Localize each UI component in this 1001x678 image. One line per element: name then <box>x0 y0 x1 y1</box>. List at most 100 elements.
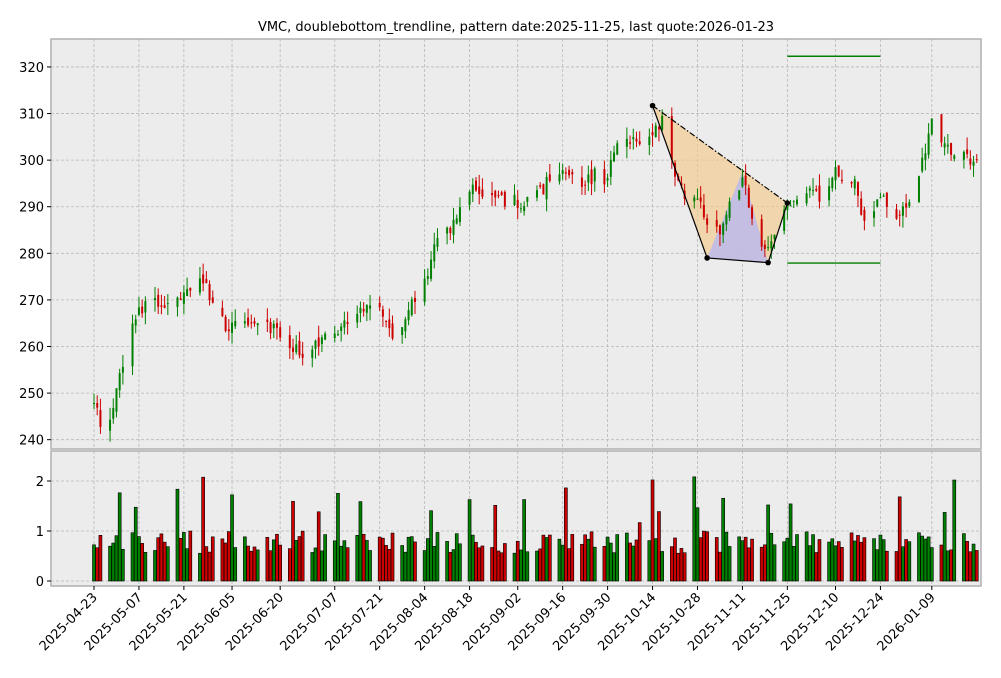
candle-body <box>112 407 115 419</box>
volume-axis: 0 1 2 <box>36 475 51 590</box>
candle-body <box>879 197 882 199</box>
candle-body <box>921 157 924 172</box>
candle-body <box>930 118 933 135</box>
candle-body <box>795 199 798 205</box>
volume-bar <box>153 550 157 582</box>
volume-bar <box>679 548 684 582</box>
volume-bar <box>897 496 902 582</box>
volume-bar <box>763 544 767 582</box>
volume-bar <box>525 551 530 582</box>
pattern-outline <box>651 105 788 264</box>
volume-bar <box>737 536 742 582</box>
candle-body <box>940 114 943 143</box>
volume-bar <box>817 539 822 582</box>
volume-bar <box>201 476 205 582</box>
price-tick-label: 240 <box>19 434 44 449</box>
volume-bar <box>535 550 539 582</box>
volume-bar <box>650 479 655 582</box>
candle-body <box>972 161 975 166</box>
candle-body <box>853 179 856 189</box>
volume-bar <box>288 548 292 582</box>
volume-bar <box>474 541 478 582</box>
candle-body <box>654 125 657 138</box>
volume-bar <box>570 534 575 582</box>
volume-bar <box>827 541 831 582</box>
volume-bar <box>220 538 225 582</box>
volume-bar <box>586 538 591 582</box>
candle-body <box>221 307 224 317</box>
candle-body <box>298 340 301 356</box>
candle-body <box>311 349 314 359</box>
candle-body <box>279 327 282 338</box>
volume-bar <box>673 537 677 582</box>
volume-bar <box>358 501 363 582</box>
candle-body <box>741 177 744 187</box>
candle-body <box>471 184 474 195</box>
volume-bar <box>974 550 979 582</box>
volume-bar <box>522 499 526 582</box>
volume-bar <box>698 537 703 582</box>
volume-bar <box>695 507 700 582</box>
candle-body <box>423 278 426 302</box>
volume-bar <box>268 550 273 582</box>
candle-body <box>876 199 879 207</box>
candle-body <box>850 182 853 184</box>
candle-body <box>680 183 683 186</box>
volume-bar <box>230 494 234 582</box>
candle-body <box>407 310 410 321</box>
volume-bar <box>143 551 148 582</box>
candle-body <box>436 237 439 247</box>
price-tick-label: 300 <box>19 154 44 169</box>
candle-body <box>635 138 638 142</box>
volume-bar <box>445 541 449 582</box>
volume-bar <box>377 536 382 582</box>
candle-body <box>580 177 583 187</box>
candle-body <box>455 218 458 224</box>
volume-bar <box>275 533 279 582</box>
volume-bar <box>647 540 652 582</box>
candle-body <box>324 333 327 340</box>
volume-bar <box>833 545 838 582</box>
volume-bar <box>811 534 815 582</box>
candle-body <box>728 201 731 218</box>
price-axis: 240 250 260 270 280 290 300 310 320 <box>19 61 51 449</box>
volume-bar <box>548 534 552 582</box>
candle-body <box>189 288 192 291</box>
candle-body <box>292 347 295 352</box>
volume-bar <box>557 538 562 582</box>
volume-bar <box>499 552 504 582</box>
candle-body <box>725 214 728 225</box>
pattern-point <box>704 255 710 261</box>
volume-bar <box>628 542 632 582</box>
candle-body <box>320 337 323 345</box>
candle-body <box>564 172 567 174</box>
volume-bar <box>448 551 453 582</box>
volume-bar <box>271 539 276 582</box>
volume-bar <box>538 548 542 582</box>
volume-bar <box>949 549 953 582</box>
volume-bar <box>210 536 215 582</box>
volume-bar <box>657 511 661 582</box>
volume-bar <box>227 531 231 582</box>
volume-bar <box>400 545 404 582</box>
candle-body <box>266 319 269 322</box>
volume-bar <box>634 539 639 582</box>
candle-body <box>115 388 118 412</box>
candle-body <box>186 289 189 296</box>
volume-bar <box>345 547 350 582</box>
candle-body <box>381 309 384 317</box>
volume-bar <box>881 539 886 582</box>
volume-bar <box>808 545 812 582</box>
volume-bar <box>336 493 340 582</box>
volume-bar <box>198 552 202 582</box>
volume-bar <box>117 492 122 582</box>
candle-body <box>317 337 320 347</box>
candle-body <box>362 308 365 312</box>
volume-bar <box>390 532 395 582</box>
volume-bar <box>682 552 687 582</box>
candle-body <box>657 127 660 130</box>
candle-body <box>786 202 789 211</box>
candle-body <box>763 244 766 249</box>
volume-bar <box>255 549 260 582</box>
volume-bar <box>467 499 472 582</box>
